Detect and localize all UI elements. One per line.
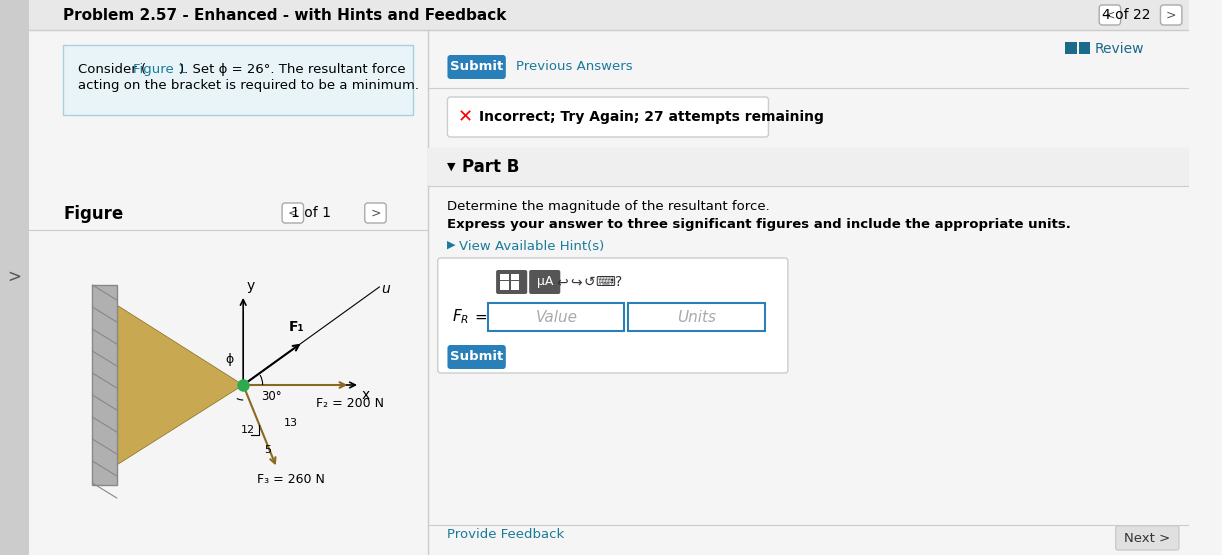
Text: =: = xyxy=(474,310,488,325)
Text: 4 of 22: 4 of 22 xyxy=(1102,8,1151,22)
Text: 13: 13 xyxy=(284,418,298,428)
Text: ↺: ↺ xyxy=(584,275,595,289)
Bar xyxy=(1066,42,1077,54)
FancyBboxPatch shape xyxy=(1116,526,1179,550)
Text: ↪: ↪ xyxy=(569,275,582,289)
Text: Next >: Next > xyxy=(1124,532,1169,544)
FancyBboxPatch shape xyxy=(1099,5,1121,25)
Text: Consider (: Consider ( xyxy=(78,63,145,76)
FancyBboxPatch shape xyxy=(437,258,788,373)
FancyBboxPatch shape xyxy=(282,203,303,223)
Bar xyxy=(428,148,1189,186)
Text: <: < xyxy=(287,206,298,219)
Bar xyxy=(93,285,117,485)
Text: μA: μA xyxy=(536,275,552,289)
Text: F₃ = 260 N: F₃ = 260 N xyxy=(258,473,325,486)
Text: ▼: ▼ xyxy=(447,162,456,172)
FancyBboxPatch shape xyxy=(1161,5,1182,25)
Text: ?: ? xyxy=(615,275,622,289)
Bar xyxy=(500,280,519,281)
Text: F₁: F₁ xyxy=(288,320,304,334)
Text: ). Set ϕ = 26°. The resultant force: ). Set ϕ = 26°. The resultant force xyxy=(178,63,406,76)
FancyBboxPatch shape xyxy=(496,270,527,294)
Bar xyxy=(489,303,624,331)
Text: ✕: ✕ xyxy=(457,108,473,126)
Text: >: > xyxy=(370,206,381,219)
Text: Units: Units xyxy=(677,310,716,325)
Text: 30°: 30° xyxy=(260,390,281,403)
Text: u: u xyxy=(381,281,390,296)
Text: Previous Answers: Previous Answers xyxy=(516,60,632,73)
Text: Submit: Submit xyxy=(450,351,503,364)
Text: Incorrect; Try Again; 27 attempts remaining: Incorrect; Try Again; 27 attempts remain… xyxy=(479,110,824,124)
Text: 12: 12 xyxy=(241,425,255,435)
Text: ⌨: ⌨ xyxy=(595,275,615,289)
Text: Provide Feedback: Provide Feedback xyxy=(447,528,565,542)
Bar xyxy=(0,0,1189,30)
Text: ↩: ↩ xyxy=(556,275,568,289)
Text: Express your answer to three significant figures and include the appropriate uni: Express your answer to three significant… xyxy=(447,218,1072,231)
Bar xyxy=(511,274,519,290)
Text: ϕ: ϕ xyxy=(226,353,233,366)
Text: Figure: Figure xyxy=(64,205,123,223)
Text: <: < xyxy=(1105,8,1116,22)
FancyBboxPatch shape xyxy=(447,97,769,137)
FancyBboxPatch shape xyxy=(529,270,561,294)
Text: 5: 5 xyxy=(264,445,271,455)
Text: >: > xyxy=(1166,8,1177,22)
Text: Problem 2.57 - Enhanced - with Hints and Feedback: Problem 2.57 - Enhanced - with Hints and… xyxy=(64,8,507,23)
Text: View Available Hint(s): View Available Hint(s) xyxy=(459,240,605,253)
Text: acting on the bracket is required to be a minimum.: acting on the bracket is required to be … xyxy=(78,79,419,92)
Text: ▶: ▶ xyxy=(447,240,459,250)
Polygon shape xyxy=(117,305,243,465)
Text: Determine the magnitude of the resultant force.: Determine the magnitude of the resultant… xyxy=(447,200,770,213)
Text: y: y xyxy=(246,279,254,293)
Bar xyxy=(500,274,508,290)
Bar xyxy=(64,45,413,115)
Text: $F_R$: $F_R$ xyxy=(452,307,469,326)
Text: Review: Review xyxy=(1095,42,1144,56)
Text: Submit: Submit xyxy=(450,60,503,73)
FancyBboxPatch shape xyxy=(447,55,506,79)
Bar xyxy=(628,303,765,331)
Text: Part B: Part B xyxy=(462,158,519,176)
Text: Figure 1: Figure 1 xyxy=(133,63,187,76)
Text: Value: Value xyxy=(535,310,578,325)
Bar xyxy=(1079,42,1090,54)
Text: 1 of 1: 1 of 1 xyxy=(291,206,331,220)
FancyBboxPatch shape xyxy=(447,345,506,369)
FancyBboxPatch shape xyxy=(365,203,386,223)
Text: F₂ = 200 N: F₂ = 200 N xyxy=(316,397,384,410)
Text: x: x xyxy=(362,388,370,402)
Text: >: > xyxy=(7,268,22,286)
Bar xyxy=(0,0,29,555)
